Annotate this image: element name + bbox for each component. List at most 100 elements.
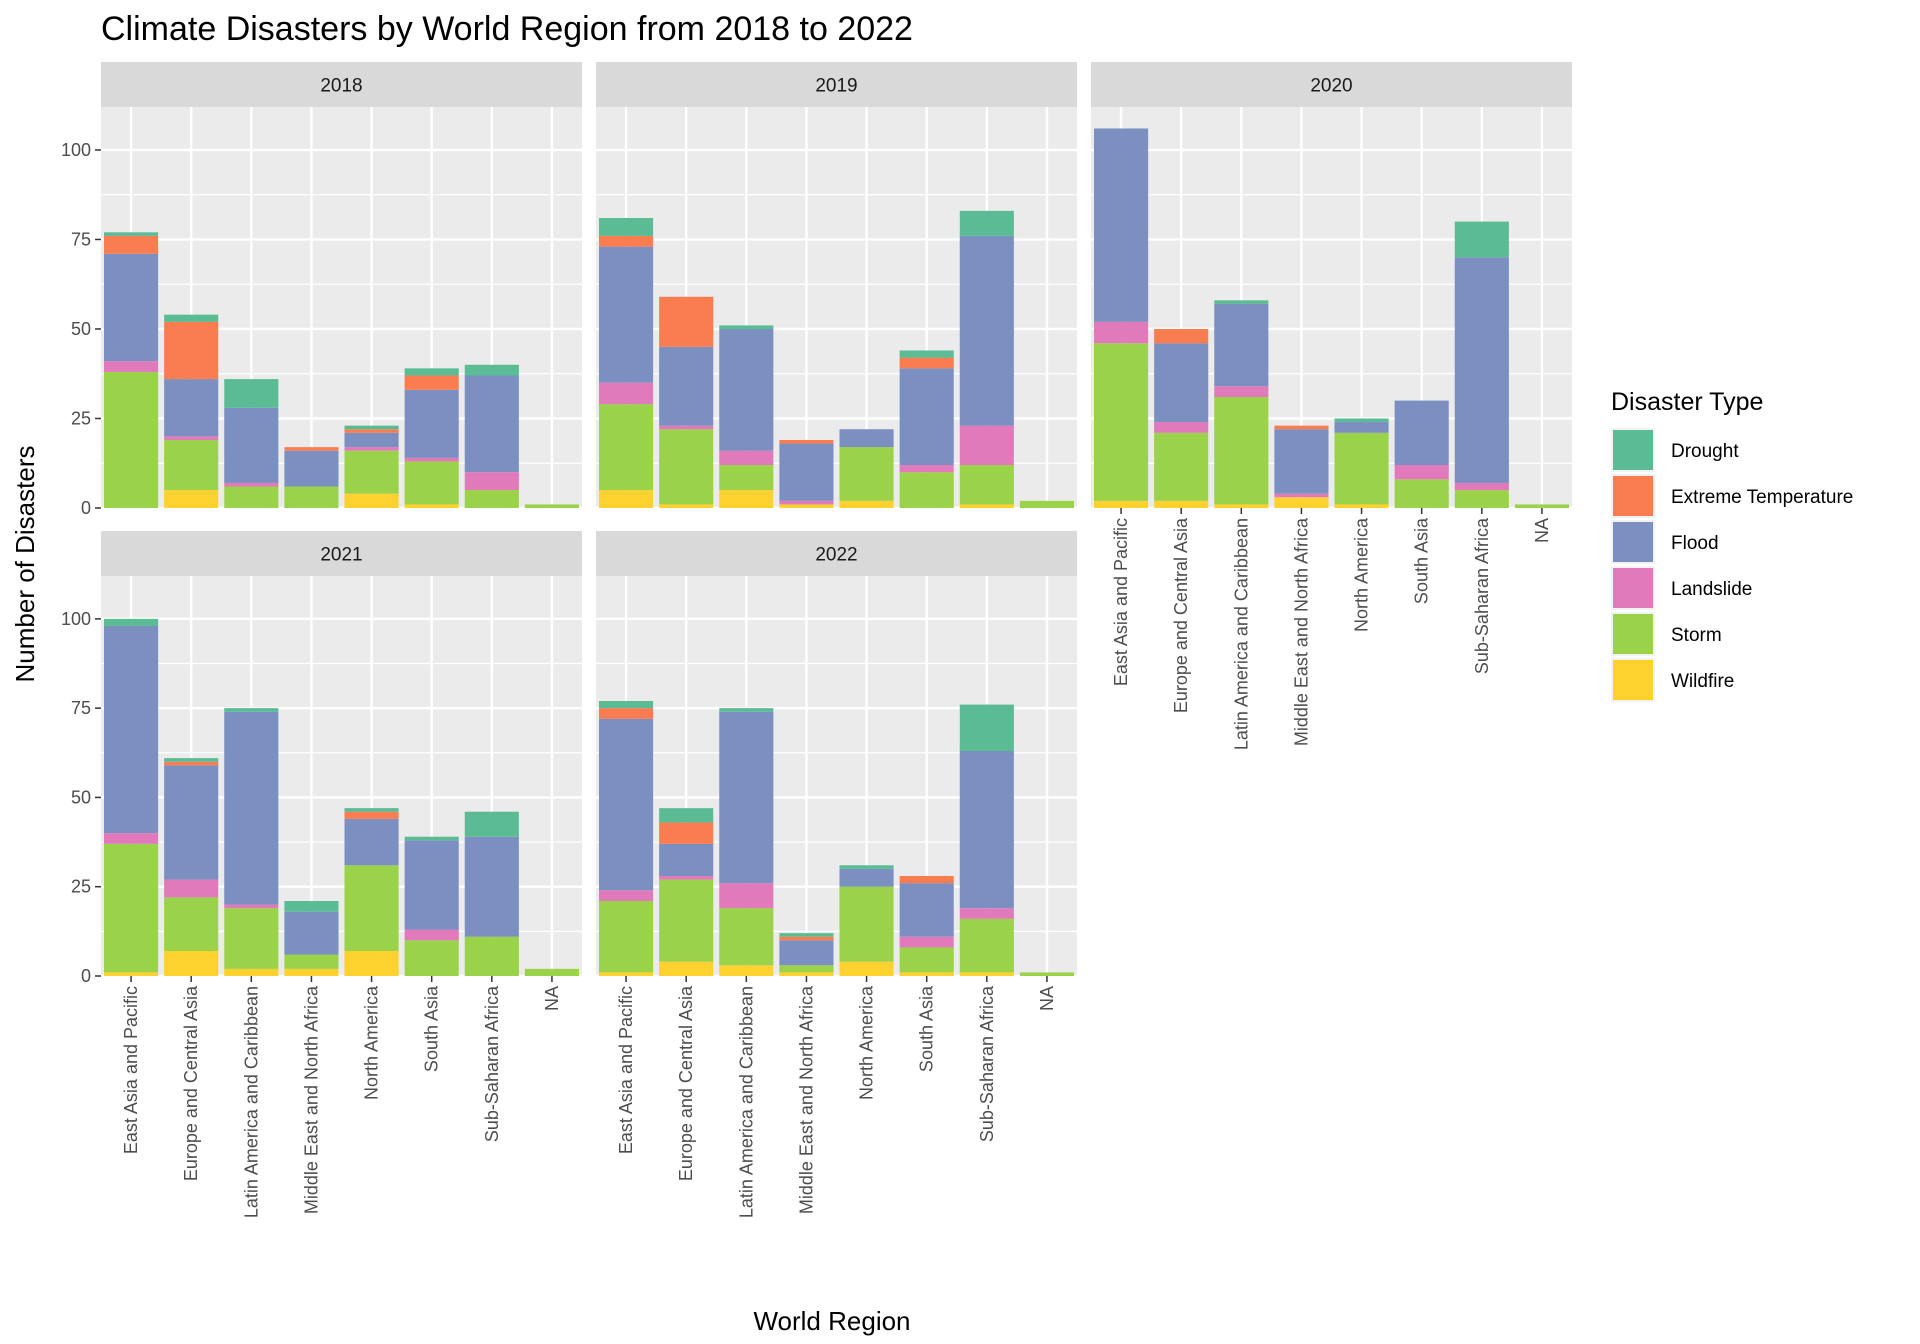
bar-drought — [284, 901, 339, 912]
x-tick-label: South Asia — [917, 985, 937, 1072]
bar-wildfire — [284, 968, 339, 976]
bar-wildfire — [104, 972, 159, 976]
x-tick-label: Europe and Central Asia — [181, 985, 201, 1181]
bar-drought — [1334, 418, 1389, 423]
bar-flood — [599, 246, 654, 383]
bar-flood — [164, 765, 219, 880]
bar-drought — [224, 708, 279, 712]
bar-landslide — [899, 465, 954, 473]
bar-wildfire — [344, 951, 399, 976]
bar-drought — [464, 811, 519, 837]
facet-strip — [596, 62, 1077, 107]
x-tick-label: Middle East and North Africa — [301, 985, 321, 1214]
bar-storm — [404, 461, 459, 505]
bar-drought — [1214, 300, 1269, 304]
bar-flood — [404, 840, 459, 930]
bar-flood — [404, 389, 459, 458]
bar-wildfire — [719, 490, 774, 508]
x-axis-title: World Region — [753, 1306, 910, 1336]
bar-flood — [659, 346, 714, 426]
bar-flood — [599, 718, 654, 891]
bar-wildfire — [779, 504, 834, 508]
bar-wildfire — [599, 490, 654, 508]
bar-landslide — [719, 450, 774, 466]
bar-landslide — [1094, 321, 1149, 344]
bar-storm — [1154, 432, 1209, 501]
x-tick-label: Europe and Central Asia — [1171, 517, 1191, 713]
bar-wildfire — [959, 504, 1014, 508]
bar-flood — [1094, 128, 1149, 322]
bar-flood — [284, 450, 339, 487]
x-tick-label: East Asia and Pacific — [616, 986, 636, 1154]
legend-swatch-extreme-temperature — [1613, 476, 1653, 516]
bar-flood — [1334, 422, 1389, 433]
bar-landslide — [959, 908, 1014, 919]
bar-storm — [779, 965, 834, 973]
bar-storm — [524, 968, 579, 976]
x-tick-label: North America — [1352, 517, 1372, 632]
bar-flood — [164, 379, 219, 437]
bar-storm — [224, 486, 279, 508]
bar-landslide — [1454, 482, 1509, 491]
legend-label-flood: Flood — [1671, 533, 1719, 554]
bar-drought — [464, 364, 519, 376]
bar-storm — [839, 886, 894, 962]
legend: Disaster Type Drought Extreme Temperature… — [1611, 388, 1853, 702]
bar-wildfire — [839, 961, 894, 976]
bar-storm — [224, 908, 279, 969]
bar-landslide — [659, 876, 714, 880]
bar-landslide — [1214, 386, 1269, 398]
bar-flood — [959, 751, 1014, 909]
bar-extreme-temperature — [1154, 328, 1209, 344]
bar-flood — [224, 407, 279, 483]
bar-wildfire — [959, 972, 1014, 976]
bar-wildfire — [839, 500, 894, 508]
bar-landslide — [464, 472, 519, 491]
bar-drought — [779, 933, 834, 937]
bar-wildfire — [1094, 500, 1149, 508]
legend-swatch-flood — [1613, 522, 1653, 562]
bar-drought — [164, 758, 219, 762]
bar-storm — [719, 908, 774, 966]
facet-strip — [101, 531, 582, 576]
x-tick-label: North America — [857, 985, 877, 1100]
panel-2018: 2018 0 25 50 75 100 — [61, 62, 582, 518]
bar-storm — [959, 918, 1014, 973]
y-tick-label: 25 — [71, 877, 91, 897]
bar-landslide — [599, 382, 654, 405]
y-tick-label: 50 — [71, 319, 91, 339]
bar-flood — [464, 375, 519, 473]
bar-storm — [164, 439, 219, 491]
legend-label-drought: Drought — [1671, 441, 1739, 462]
bar-storm — [1334, 432, 1389, 505]
y-tick-label: 0 — [81, 966, 91, 986]
panel-2019: 2019 — [596, 62, 1077, 510]
bar-landslide — [659, 425, 714, 430]
legend-swatch-landslide — [1613, 568, 1653, 608]
bar-flood — [779, 940, 834, 966]
bar-wildfire — [899, 972, 954, 976]
bar-wildfire — [164, 951, 219, 976]
facet-strip — [101, 62, 582, 107]
legend-title: Disaster Type — [1611, 388, 1763, 416]
bar-drought — [1454, 221, 1509, 258]
facet-strip-label: 2022 — [815, 545, 857, 566]
y-tick-label: 100 — [61, 609, 91, 629]
bar-storm — [899, 472, 954, 508]
y-tick-label: 100 — [61, 140, 91, 160]
chart-title: Climate Disasters by World Region from 2… — [101, 10, 913, 48]
bar-extreme-temperature — [344, 429, 399, 433]
bar-drought — [164, 314, 219, 322]
x-tick-label: Middle East and North Africa — [796, 985, 816, 1214]
legend-swatch-drought — [1613, 430, 1653, 470]
bar-landslide — [344, 447, 399, 451]
y-axis-title: Number of Disasters — [10, 446, 40, 683]
bar-storm — [899, 947, 954, 973]
x-tick-label: NA — [542, 986, 562, 1011]
facet-strip — [596, 531, 1077, 576]
bar-flood — [1214, 303, 1269, 387]
legend-label-landslide: Landslide — [1671, 579, 1752, 600]
y-tick-label: 75 — [71, 229, 91, 249]
x-tick-label: Europe and Central Asia — [676, 985, 696, 1181]
